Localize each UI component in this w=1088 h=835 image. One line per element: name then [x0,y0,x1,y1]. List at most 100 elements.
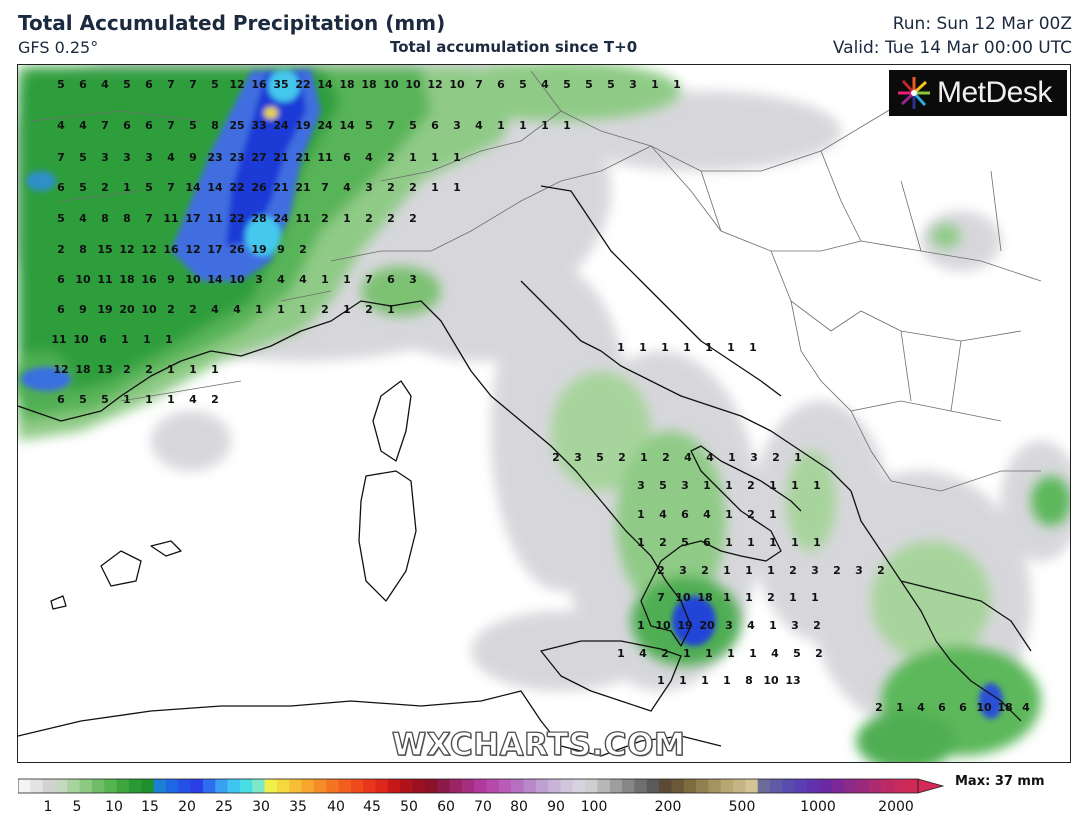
precip-value: 26 [229,243,245,256]
precip-value: 1 [705,647,713,660]
precip-value: 1 [123,181,131,194]
precip-value: 24 [273,212,289,225]
precip-value: 4 [79,212,87,225]
precip-value: 20 [119,303,135,316]
precip-value: 5 [681,536,689,549]
precip-value: 6 [497,78,505,91]
color-scale-bar [18,778,945,794]
precip-value: 10 [73,333,89,346]
precip-value: 3 [409,273,417,286]
map-canvas: 5 6 4 5 6 7 7 5 12 16 35 22 14 18 18 10 10 12 10 7 6 5 4 5 5 5 3 1 1… [18,65,1070,762]
precip-value: 25 [229,119,244,132]
run-time-label: Run: Sun 12 Mar 00Z [892,14,1072,34]
chart-title: Total Accumulated Precipitation (mm) [18,11,446,35]
precip-value: 1 [637,508,645,521]
max-value-label: Max: 37 mm [955,774,1045,789]
scale-tick-label: 20 [178,799,196,815]
scale-swatch [338,779,352,793]
scale-swatch [252,779,266,793]
precip-value: 1 [497,119,505,132]
precip-value: 3 [791,619,799,632]
precip-value: 4 [917,701,925,714]
precip-value: 11 [163,212,178,225]
precip-value: 18 [697,591,712,604]
precip-value: 3 [679,564,687,577]
precip-value: 1 [651,78,659,91]
scale-tick-label: 1 [43,799,53,815]
scale-swatch [178,779,192,793]
precip-value: 18 [997,701,1012,714]
precip-value: 5 [659,479,667,492]
precip-value: 10 [675,591,691,604]
precip-value: 2 [618,451,626,464]
precip-value: 4 [703,508,711,521]
precip-value: 9 [277,243,285,256]
precip-value: 1 [211,363,219,376]
heavy-precip-areas [21,69,1003,719]
precip-value: 3 [123,151,131,164]
precip-value: 5 [596,451,604,464]
scale-swatch [597,779,611,793]
precip-value: 10 [229,273,245,286]
precip-value: 17 [185,212,200,225]
precip-value: 5 [793,647,801,660]
scale-swatch [424,779,438,793]
scale-swatch [819,779,833,793]
scale-swatch [326,779,340,793]
precip-value: 1 [745,591,753,604]
precip-value: 2 [167,303,175,316]
precip-value: 26 [251,181,267,194]
precip-value: 2 [145,363,153,376]
precip-value: 1 [617,341,625,354]
precip-value: 3 [725,619,733,632]
chart-subtitle: Total accumulation since T+0 [390,38,638,56]
scale-swatch [794,779,808,793]
scale-swatch [449,779,463,793]
precip-value: 2 [123,363,131,376]
precip-value: 3 [255,273,263,286]
scale-tick-label: 200 [654,799,682,815]
precip-value: 1 [767,564,775,577]
precip-value: 12 [427,78,442,91]
precip-value: 5 [189,119,197,132]
precip-value: 6 [57,303,65,316]
precip-value: 3 [145,151,153,164]
scale-tick-label: 5 [72,799,82,815]
precip-value: 3 [811,564,819,577]
precip-value: 4 [541,78,549,91]
precip-value: 24 [317,119,333,132]
precip-value: 14 [185,181,201,194]
precip-value: 9 [167,273,175,286]
precip-value: 1 [661,341,669,354]
precip-value: 15 [97,243,112,256]
precip-value: 1 [769,619,777,632]
scale-swatch [511,779,525,793]
precip-value: 1 [705,341,713,354]
precip-value: 4 [639,647,647,660]
precip-value: 10 [383,78,399,91]
precip-value: 1 [121,333,129,346]
precip-value: 5 [563,78,571,91]
precip-value: 1 [431,151,439,164]
precip-value: 14 [207,181,223,194]
precip-value: 5 [585,78,593,91]
scale-swatch [671,779,685,793]
precip-value: 6 [145,119,153,132]
precip-value: 1 [657,674,665,687]
precip-value: 8 [745,674,753,687]
precip-value: 14 [339,119,355,132]
precip-value: 1 [453,181,461,194]
scale-swatch [301,779,315,793]
precip-value: 1 [794,451,802,464]
scale-swatch [696,779,710,793]
precip-value: 1 [791,536,799,549]
scale-swatch [535,779,549,793]
precip-value: 7 [657,591,665,604]
precip-value: 7 [145,212,153,225]
scale-swatch [289,779,303,793]
precip-value: 33 [251,119,266,132]
precip-value: 1 [811,591,819,604]
precip-value: 3 [750,451,758,464]
precip-value: 6 [99,333,107,346]
precip-value: 5 [607,78,615,91]
